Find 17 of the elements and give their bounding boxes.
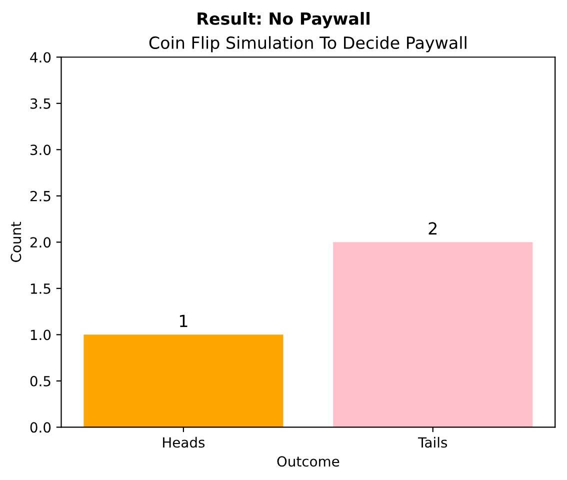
x-tick-label: Heads: [163, 436, 205, 448]
y-tick-label: 2.5: [30, 190, 50, 202]
chart-subtitle: Coin Flip Simulation To Decide Paywall: [149, 36, 466, 52]
chart-title: Result: No Paywall: [198, 12, 370, 28]
y-tick-label: 0.0: [30, 422, 51, 433]
y-tick-label: 3.5: [30, 98, 50, 109]
x-tick-label: Tails: [418, 436, 448, 448]
y-tick-label: 3.0: [30, 144, 51, 156]
y-tick-label: 2.0: [30, 237, 51, 248]
data-label: 1: [180, 314, 188, 328]
y-tick-label: 4.0: [30, 52, 51, 63]
y-tick-label: 0.5: [30, 376, 50, 386]
x-axis-title: Outcome: [277, 456, 340, 467]
data-label: 2: [428, 222, 437, 235]
y-tick-label: 1.5: [30, 284, 50, 294]
y-axis-title: Count: [10, 222, 22, 262]
y-tick-label: 1.0: [30, 330, 51, 340]
